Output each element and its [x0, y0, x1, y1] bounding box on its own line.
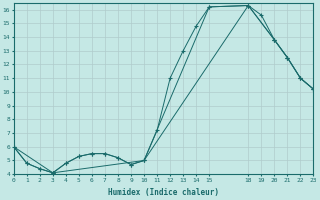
- X-axis label: Humidex (Indice chaleur): Humidex (Indice chaleur): [108, 188, 219, 197]
